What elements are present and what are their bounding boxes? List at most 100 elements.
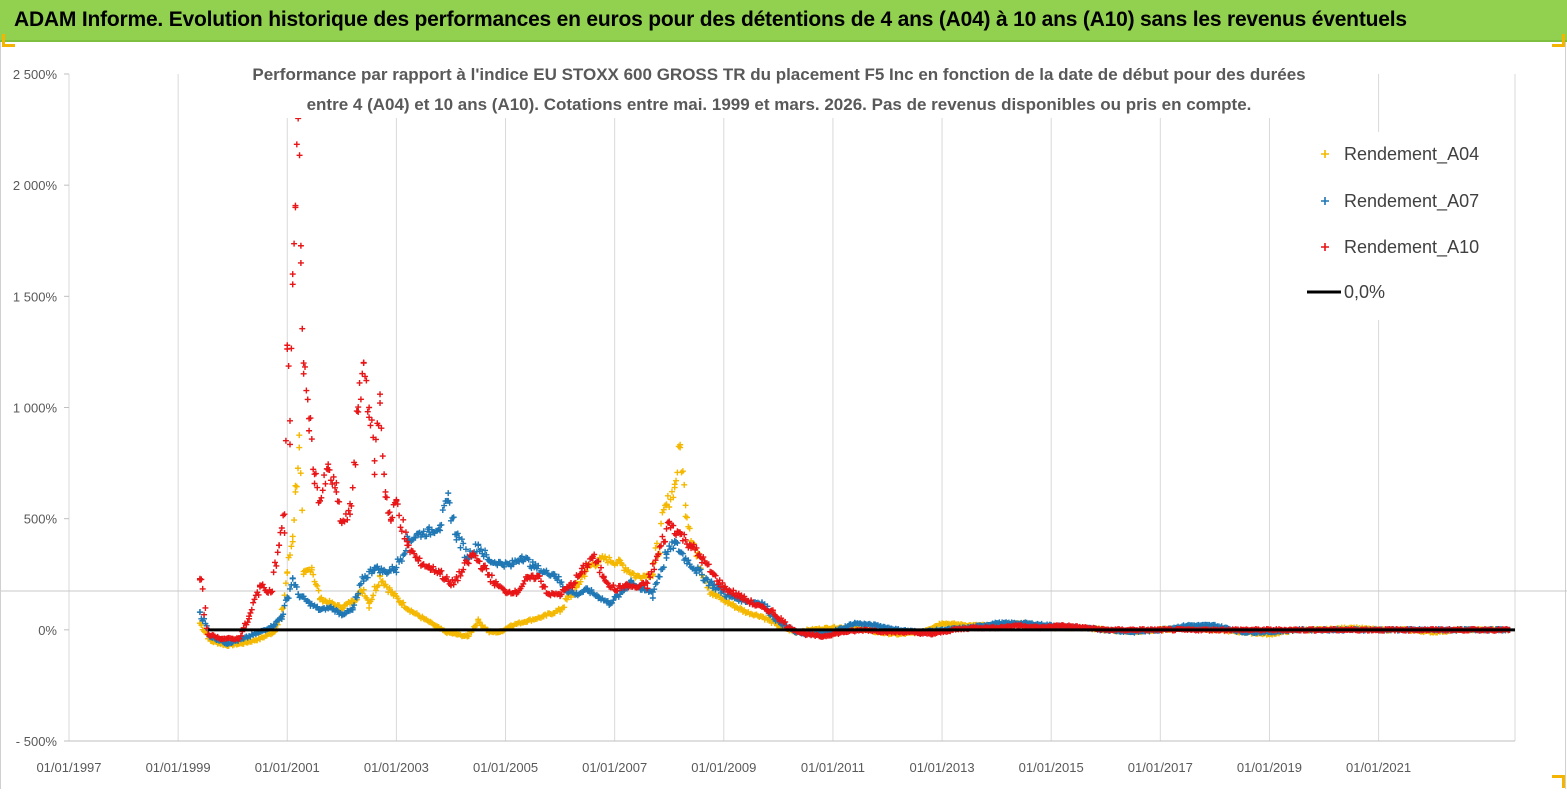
data-point (465, 560, 472, 567)
data-point (317, 497, 324, 504)
data-point (502, 589, 509, 596)
data-point (284, 569, 291, 576)
data-point (383, 583, 390, 590)
data-point (355, 408, 362, 415)
data-point (686, 525, 693, 532)
data-point (372, 587, 379, 594)
data-point (297, 470, 304, 477)
data-point (381, 471, 388, 478)
data-point (306, 427, 313, 434)
data-point (300, 571, 307, 578)
data-point (520, 580, 527, 587)
data-point (393, 497, 400, 504)
data-point (682, 502, 689, 509)
data-point (535, 562, 542, 569)
data-point (289, 281, 296, 288)
data-point (663, 525, 670, 532)
data-point (295, 591, 302, 598)
data-point (483, 551, 490, 558)
x-tick-label: 01/01/1999 (146, 760, 211, 775)
y-tick-label: 2 000% (13, 178, 58, 193)
data-point (360, 575, 367, 582)
data-point (524, 617, 531, 624)
data-point (610, 597, 617, 604)
data-point (278, 524, 285, 531)
data-point (682, 536, 689, 543)
data-point (525, 556, 532, 563)
data-point (572, 579, 579, 586)
data-point (351, 602, 358, 609)
data-point (267, 589, 274, 596)
data-point (398, 558, 405, 565)
data-point (397, 524, 404, 531)
data-point (443, 573, 450, 580)
report-banner: ADAM Informe. Evolution historique des p… (0, 0, 1567, 42)
data-point (457, 544, 464, 551)
data-point (327, 477, 334, 484)
data-point (401, 550, 408, 557)
data-point (604, 580, 611, 587)
corner-mark-top-left (2, 34, 15, 47)
data-point (662, 538, 669, 545)
data-point (314, 582, 321, 589)
data-point (292, 482, 299, 489)
data-point (464, 633, 471, 640)
data-point (439, 507, 446, 514)
data-point (671, 484, 678, 491)
data-point (445, 490, 452, 497)
x-tick-label: 01/01/2005 (473, 760, 538, 775)
data-point (447, 582, 454, 589)
data-point (873, 622, 880, 629)
data-point (289, 533, 296, 540)
x-tick-label: 01/01/2001 (255, 760, 320, 775)
data-point (314, 603, 321, 610)
data-point (311, 471, 318, 478)
data-point (656, 573, 663, 580)
data-point (251, 596, 258, 603)
report-title: ADAM Informe. Evolution historique des p… (14, 8, 1407, 31)
data-point (660, 506, 667, 513)
data-point (437, 569, 444, 576)
data-point (673, 539, 680, 546)
data-point (400, 516, 407, 523)
data-point (374, 563, 381, 570)
data-point (578, 569, 585, 576)
data-point (688, 542, 695, 549)
data-point (1015, 622, 1022, 629)
data-point (693, 544, 700, 551)
data-point (698, 571, 705, 578)
data-point (347, 511, 354, 518)
data-point (666, 520, 673, 527)
data-point (349, 484, 356, 491)
data-point (347, 600, 354, 607)
data-point (196, 609, 203, 616)
data-point (488, 572, 495, 579)
data-point (453, 531, 460, 538)
data-point (325, 466, 332, 473)
data-point (469, 551, 476, 558)
data-point (364, 574, 371, 581)
data-point (671, 540, 678, 547)
data-point (382, 488, 389, 495)
data-point (248, 606, 255, 613)
legend: Rendement_A04 Rendement_A07 Rendement_A10 0… (1281, 132, 1511, 320)
data-point (357, 396, 364, 403)
data-point (363, 377, 370, 384)
data-point (308, 564, 315, 571)
data-point (293, 141, 300, 148)
data-point (330, 473, 337, 480)
data-point (610, 582, 617, 589)
data-point (196, 575, 203, 582)
data-point (314, 484, 321, 491)
data-point (389, 563, 396, 570)
data-point (696, 551, 703, 558)
data-point (325, 461, 332, 468)
data-point (352, 461, 359, 468)
data-point (301, 363, 308, 370)
data-point (360, 586, 367, 593)
data-point (377, 400, 384, 407)
data-point (939, 620, 946, 627)
series-Rendement_A07 (196, 490, 1513, 648)
data-point (386, 509, 393, 516)
data-point (540, 613, 547, 620)
